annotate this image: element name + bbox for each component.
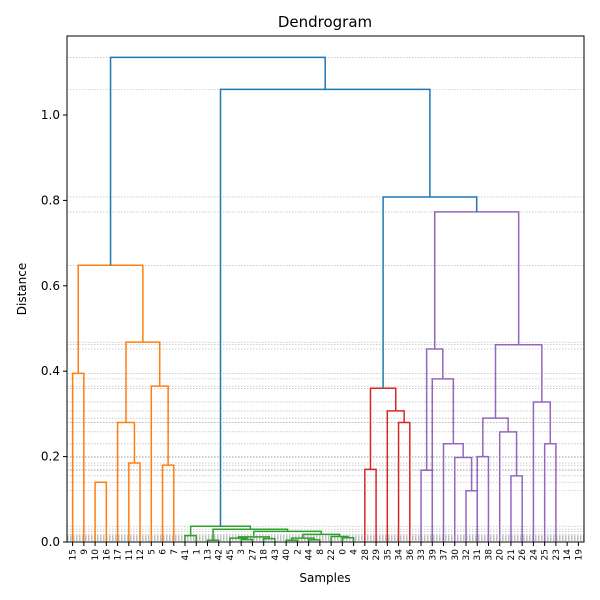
leaf-label-34: 30 [451, 549, 461, 561]
leaf-label-8: 6 [159, 549, 169, 555]
link-38 [532, 401, 552, 542]
leaf-label-15: 3 [237, 549, 247, 555]
link-35 [498, 431, 518, 542]
leaf-label-20: 2 [293, 549, 303, 555]
link-39 [494, 343, 543, 419]
y-axis-ticks: 0.0 0.2 0.4 0.6 0.8 1.0 [41, 108, 67, 549]
leaf-label-24: 0 [338, 549, 348, 555]
leaf-label-31: 33 [417, 549, 427, 560]
link-1 [94, 481, 108, 542]
leaf-label-22: 8 [316, 549, 326, 555]
link-34 [510, 475, 523, 542]
y-tick-label-5: 1.0 [41, 108, 60, 122]
leaf-label-42: 25 [541, 549, 551, 560]
leaf-label-26: 28 [361, 549, 371, 561]
leaf-label-43: 23 [552, 549, 562, 560]
leaf-label-19: 40 [282, 549, 292, 561]
leaf-label-7: 5 [147, 549, 157, 555]
link-32 [425, 348, 444, 471]
x-axis-label: Samples [299, 571, 350, 585]
y-tick-label-3: 0.6 [41, 279, 60, 293]
leaf-label-33: 37 [440, 549, 450, 560]
y-tick-label-0: 0.0 [41, 535, 60, 549]
leaf-label-0: 15 [69, 549, 79, 560]
link-37 [543, 443, 557, 542]
y-axis-label: Distance [15, 263, 29, 315]
link-22 [189, 525, 252, 536]
leaf-label-9: 7 [170, 549, 180, 555]
leaf-label-6: 12 [136, 549, 146, 560]
y-tick-label-2: 0.4 [41, 364, 60, 378]
link-5 [150, 385, 169, 542]
leaf-label-27: 29 [372, 549, 382, 561]
link-36 [482, 417, 509, 457]
link-2 [128, 462, 141, 542]
leaf-label-2: 10 [91, 549, 101, 561]
leaf-label-11: 1 [192, 549, 202, 555]
link-25 [386, 410, 405, 542]
leaf-label-14: 45 [226, 549, 236, 560]
link-30 [442, 443, 464, 542]
grid-lines [67, 57, 584, 541]
leaf-label-29: 34 [395, 549, 405, 561]
leaf-label-39: 21 [507, 549, 517, 560]
link-24 [397, 421, 411, 542]
leaf-label-17: 18 [260, 549, 270, 561]
leaf-label-16: 27 [248, 549, 258, 560]
link-6 [125, 341, 161, 423]
leaf-label-4: 17 [114, 549, 124, 560]
leaf-label-21: 44 [305, 549, 315, 561]
link-4 [161, 464, 175, 542]
leaf-label-38: 20 [496, 549, 506, 561]
leaf-label-5: 11 [125, 549, 135, 560]
link-8 [184, 534, 197, 542]
leaf-label-41: 24 [529, 549, 539, 561]
leaf-label-44: 14 [563, 549, 573, 561]
leaf-label-37: 38 [484, 549, 494, 561]
link-21 [212, 528, 289, 541]
leaf-label-23: 22 [327, 549, 337, 560]
dendrogram-links [71, 56, 557, 542]
y-tick-label-1: 0.2 [41, 450, 60, 464]
link-41 [382, 196, 478, 389]
leaf-label-18: 43 [271, 549, 281, 560]
link-19 [302, 533, 341, 539]
link-3 [116, 421, 136, 542]
leaf-label-35: 32 [462, 549, 472, 560]
leaf-label-13: 42 [215, 549, 225, 560]
link-7 [77, 264, 144, 374]
leaf-label-25: 4 [350, 549, 360, 555]
x-axis-ticks: 15 9 10 16 17 11 12 5 6 7 41 1 13 42 45 3 27 18 43 40 2 44 8 22… [69, 542, 584, 561]
leaf-label-30: 36 [406, 549, 416, 561]
leaf-label-3: 16 [102, 549, 112, 561]
leaf-label-28: 35 [383, 549, 393, 560]
link-40 [433, 211, 520, 349]
leaf-label-32: 39 [428, 549, 438, 561]
link-43 [109, 56, 326, 266]
leaf-label-40: 26 [518, 549, 528, 561]
leaf-label-36: 31 [473, 549, 483, 560]
leaf-label-10: 41 [181, 549, 191, 560]
y-tick-label-4: 0.8 [41, 193, 60, 207]
chart-title: Dendrogram [278, 13, 372, 31]
link-20 [253, 530, 323, 537]
leaf-label-45: 19 [574, 549, 584, 561]
plot-frame [66, 35, 585, 543]
leaf-label-1: 9 [80, 549, 90, 555]
leaf-label-12: 13 [203, 549, 213, 560]
